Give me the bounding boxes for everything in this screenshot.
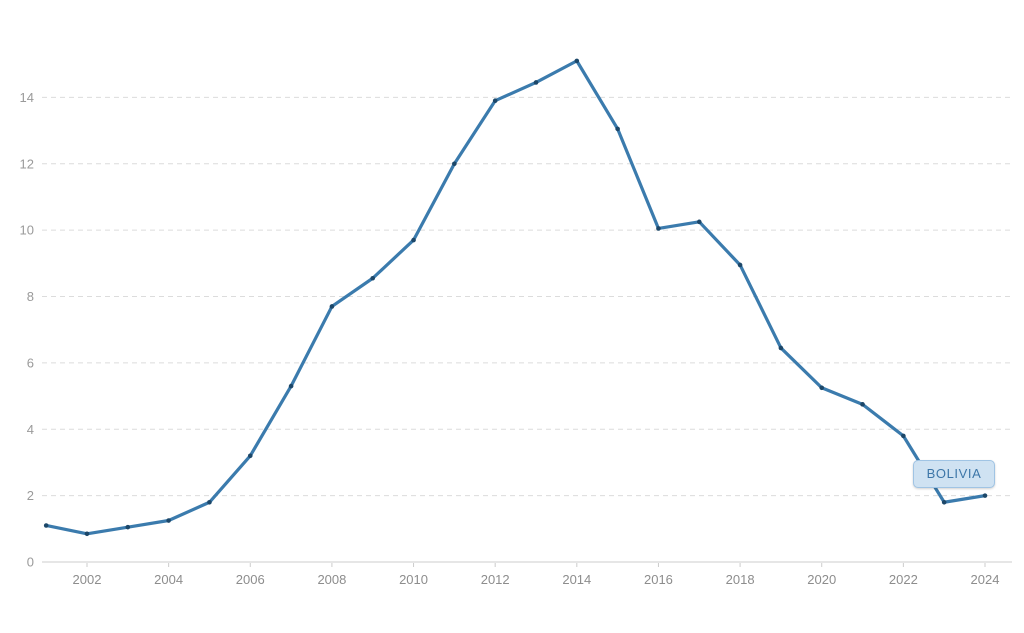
data-point[interactable] <box>737 262 743 268</box>
x-axis-tick-label: 2010 <box>399 572 428 587</box>
data-point[interactable] <box>656 226 661 231</box>
data-point[interactable] <box>411 237 416 243</box>
x-axis-tick-label: 2012 <box>481 572 510 587</box>
data-point[interactable] <box>615 126 620 132</box>
data-point[interactable] <box>247 453 253 459</box>
data-point[interactable] <box>901 433 906 439</box>
y-axis-tick-label: 2 <box>27 488 34 503</box>
data-point[interactable] <box>288 383 294 389</box>
y-axis-tick-label: 8 <box>27 289 34 304</box>
y-axis-tick-label: 10 <box>20 223 34 238</box>
series-label-bolivia[interactable]: BOLIVIA <box>913 460 995 488</box>
data-point[interactable] <box>125 524 131 530</box>
y-axis-tick-label: 6 <box>27 355 34 370</box>
data-point[interactable] <box>778 345 784 351</box>
data-point[interactable] <box>982 493 988 498</box>
y-axis-tick-label: 12 <box>20 156 34 171</box>
x-axis-tick-label: 2006 <box>236 572 265 587</box>
data-point[interactable] <box>43 523 49 528</box>
data-point[interactable] <box>370 275 376 281</box>
data-point[interactable] <box>166 518 171 523</box>
data-point[interactable] <box>941 499 947 505</box>
data-point[interactable] <box>452 161 457 167</box>
data-point[interactable] <box>329 304 335 309</box>
y-axis-tick-label: 4 <box>27 422 34 437</box>
y-axis-tick-label: 0 <box>27 555 34 570</box>
data-point[interactable] <box>696 219 702 225</box>
x-axis-tick-label: 2022 <box>889 572 918 587</box>
x-axis-tick-label: 2016 <box>644 572 673 587</box>
x-axis-tick-label: 2018 <box>726 572 755 587</box>
x-axis-tick-label: 2014 <box>562 572 591 587</box>
y-axis-tick-label: 14 <box>20 90 34 105</box>
data-point[interactable] <box>207 499 212 505</box>
data-point[interactable] <box>492 98 498 103</box>
series-line-bolivia <box>44 59 987 536</box>
x-axis-tick-label: 2008 <box>317 572 346 587</box>
data-point[interactable] <box>819 385 825 391</box>
data-point[interactable] <box>574 58 580 64</box>
data-point[interactable] <box>84 531 90 537</box>
x-axis-tick-label: 2020 <box>807 572 836 587</box>
x-axis-tick-label: 2002 <box>73 572 102 587</box>
data-point[interactable] <box>533 80 539 85</box>
x-axis-tick-label: 2004 <box>154 572 183 587</box>
data-point[interactable] <box>860 402 865 407</box>
x-axis-tick-label: 2024 <box>971 572 1000 587</box>
